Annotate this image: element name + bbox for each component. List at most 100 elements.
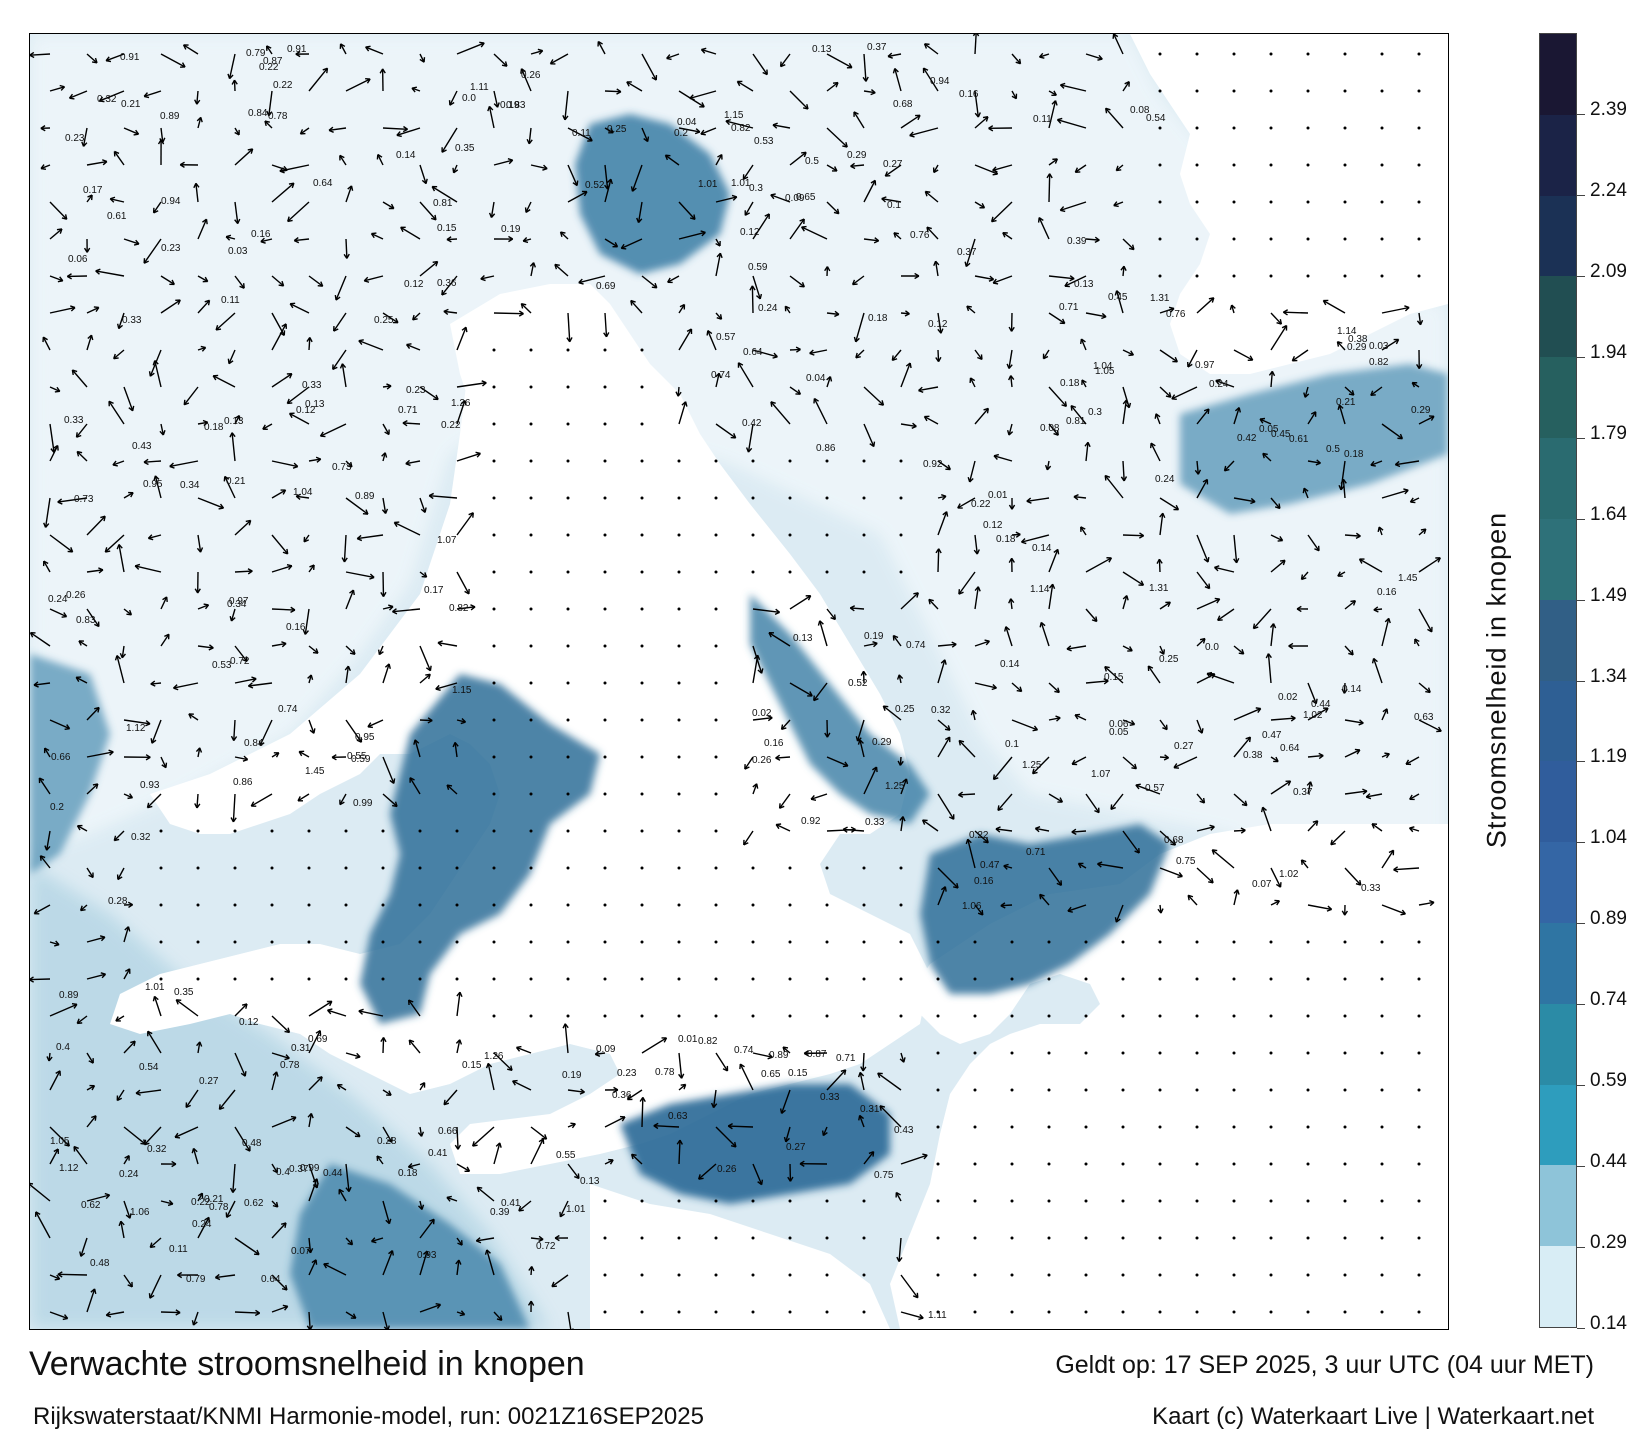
land-northeast xyxy=(1130,34,1448,374)
current-arrow xyxy=(636,201,643,224)
current-arrow xyxy=(1381,338,1400,351)
current-arrow xyxy=(295,50,310,58)
current-arrow xyxy=(715,423,737,439)
current-arrow xyxy=(271,563,293,573)
grid-dot xyxy=(1380,200,1384,204)
grid-dot xyxy=(1417,1199,1421,1203)
current-arrow xyxy=(780,719,791,731)
grid-dot xyxy=(640,1236,644,1240)
grid-dot xyxy=(936,977,940,981)
colorbar-tick-label: 1.04 xyxy=(1590,827,1627,849)
grid-dot xyxy=(1195,1162,1199,1166)
speed-label: 0.42 xyxy=(742,418,762,429)
current-arrow xyxy=(626,81,643,92)
current-arrow xyxy=(44,830,51,851)
current-arrow xyxy=(356,534,384,542)
speed-label: 0.16 xyxy=(1377,587,1397,598)
speed-label: 0.5 xyxy=(1326,444,1340,455)
speed-label: 0.26 xyxy=(66,590,86,601)
grid-dot xyxy=(677,533,681,537)
current-arrow xyxy=(339,793,347,806)
current-arrow xyxy=(1085,678,1109,685)
speed-label: 1.01 xyxy=(145,982,165,993)
colorbar-band xyxy=(1540,195,1576,277)
speed-label: 0.24 xyxy=(758,303,778,314)
current-arrow xyxy=(1056,117,1087,129)
speed-label: 0.39 xyxy=(1067,236,1087,247)
current-arrow xyxy=(789,218,805,240)
current-arrow xyxy=(76,1015,88,1025)
grid-dot xyxy=(1121,1125,1125,1129)
current-arrow xyxy=(328,126,347,133)
grid-dot xyxy=(1195,200,1199,204)
speed-label: 0.65 xyxy=(796,192,816,203)
current-arrow xyxy=(964,238,976,268)
grid-dot xyxy=(1121,977,1125,981)
grid-dot xyxy=(788,1014,792,1018)
grid-dot xyxy=(455,866,459,870)
current-arrow xyxy=(307,674,314,684)
colorbar-tick-mark xyxy=(1577,923,1585,925)
current-arrow xyxy=(1135,783,1161,795)
current-arrow xyxy=(456,1237,463,1246)
grid-dot xyxy=(1343,977,1347,981)
current-arrow xyxy=(715,194,738,203)
current-arrow xyxy=(306,1311,314,1329)
current-arrow xyxy=(1269,623,1277,647)
current-arrow xyxy=(1097,861,1124,869)
grid-dot xyxy=(677,1199,681,1203)
grid-dot xyxy=(603,422,607,426)
current-arrow xyxy=(1085,608,1098,623)
speed-label: 0.95 xyxy=(143,479,163,490)
current-arrow xyxy=(900,362,912,388)
current-arrow xyxy=(333,312,347,332)
current-arrow xyxy=(893,232,902,240)
current-speed-map[interactable]: 0.290.180.170.240.130.210.240.160.140.23… xyxy=(30,34,1448,1329)
current-arrow xyxy=(630,1153,643,1165)
current-arrow xyxy=(1302,487,1309,499)
speed-label: 0.16 xyxy=(286,622,306,633)
speed-label: 0.18 xyxy=(204,422,224,433)
colorbar-tick-mark xyxy=(1577,275,1585,277)
speed-label: 0.71 xyxy=(1059,302,1079,313)
current-arrow xyxy=(123,719,151,727)
current-arrow xyxy=(1411,381,1420,388)
current-arrow xyxy=(1418,682,1431,694)
current-arrow xyxy=(799,1160,828,1167)
current-arrow xyxy=(821,1126,828,1137)
current-arrow xyxy=(149,1237,162,1249)
current-arrow xyxy=(456,399,467,425)
current-arrow xyxy=(407,1162,421,1170)
speed-label: 0.62 xyxy=(244,1198,264,1209)
grid-dot xyxy=(973,1162,977,1166)
grid-dot xyxy=(529,607,533,611)
grid-dot xyxy=(529,533,533,537)
speed-label: 0.4 xyxy=(276,1167,290,1178)
grid-dot xyxy=(714,533,718,537)
grid-dot xyxy=(566,533,570,537)
speed-label: 0.12 xyxy=(740,227,760,238)
current-arrow xyxy=(379,68,386,92)
speed-label: 0.94 xyxy=(161,196,181,207)
grid-dot xyxy=(307,829,311,833)
grid-dot xyxy=(492,940,496,944)
colorbar-tick-mark xyxy=(1577,1328,1585,1329)
current-arrow xyxy=(1196,571,1211,590)
map-frame[interactable]: 0.29 0.18 0.17 0.24 0.13 0.21 0.24 0.16 0.14 0.23… xyxy=(29,33,1449,1330)
current-arrow xyxy=(700,127,717,136)
speed-label: 0.44 xyxy=(1311,699,1331,710)
grid-dot xyxy=(1158,274,1162,278)
grid-dot xyxy=(1417,274,1421,278)
grid-dot xyxy=(1306,237,1310,241)
grid-dot xyxy=(1232,52,1236,56)
speed-label: 0.22 xyxy=(971,499,991,510)
current-arrow xyxy=(115,1015,125,1022)
current-arrow xyxy=(1011,531,1021,538)
current-arrow xyxy=(475,1237,495,1244)
current-arrow xyxy=(302,608,310,635)
current-arrow xyxy=(230,793,237,823)
colorbar-tick-label: 1.34 xyxy=(1590,665,1627,687)
current-arrow xyxy=(641,1037,668,1054)
current-arrow xyxy=(86,935,106,943)
grid-dot xyxy=(714,792,718,796)
